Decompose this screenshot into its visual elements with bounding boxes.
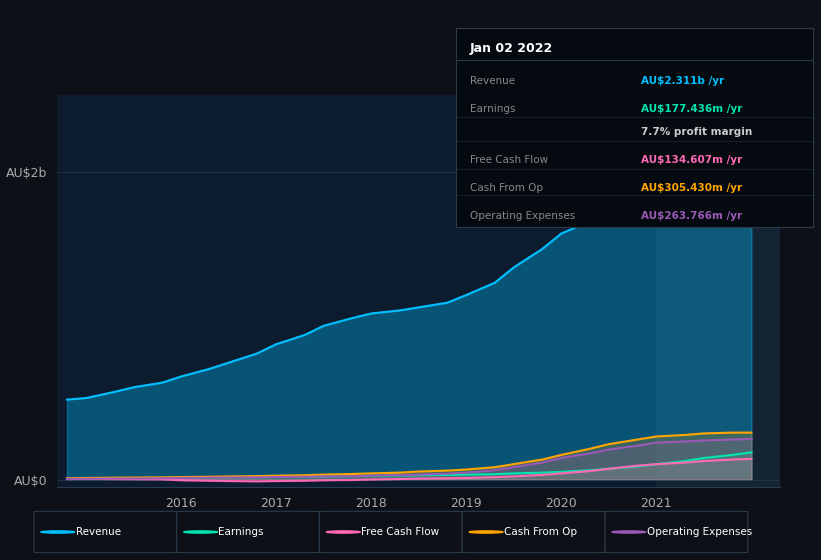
- Text: AU$305.430m /yr: AU$305.430m /yr: [641, 183, 742, 193]
- Text: AU$263.766m /yr: AU$263.766m /yr: [641, 211, 742, 221]
- Text: Earnings: Earnings: [470, 104, 516, 114]
- Text: Operating Expenses: Operating Expenses: [647, 527, 752, 537]
- Bar: [656, 95, 799, 487]
- Text: Revenue: Revenue: [76, 527, 121, 537]
- Text: 7.7% profit margin: 7.7% profit margin: [641, 128, 753, 137]
- Text: AU$2.311b /yr: AU$2.311b /yr: [641, 76, 724, 86]
- FancyBboxPatch shape: [462, 511, 605, 553]
- Text: AU$134.607m /yr: AU$134.607m /yr: [641, 155, 743, 165]
- Circle shape: [41, 531, 75, 533]
- FancyBboxPatch shape: [34, 511, 177, 553]
- Text: Operating Expenses: Operating Expenses: [470, 211, 576, 221]
- Circle shape: [612, 531, 646, 533]
- Text: AU$177.436m /yr: AU$177.436m /yr: [641, 104, 743, 114]
- Text: Jan 02 2022: Jan 02 2022: [470, 42, 553, 55]
- Text: Cash From Op: Cash From Op: [470, 183, 543, 193]
- Text: Free Cash Flow: Free Cash Flow: [470, 155, 548, 165]
- FancyBboxPatch shape: [319, 511, 462, 553]
- Circle shape: [184, 531, 218, 533]
- FancyBboxPatch shape: [177, 511, 319, 553]
- Text: Free Cash Flow: Free Cash Flow: [361, 527, 439, 537]
- Text: Earnings: Earnings: [218, 527, 264, 537]
- FancyBboxPatch shape: [605, 511, 748, 553]
- Circle shape: [327, 531, 360, 533]
- Text: Revenue: Revenue: [470, 76, 515, 86]
- Circle shape: [469, 531, 503, 533]
- Text: Cash From Op: Cash From Op: [504, 527, 577, 537]
